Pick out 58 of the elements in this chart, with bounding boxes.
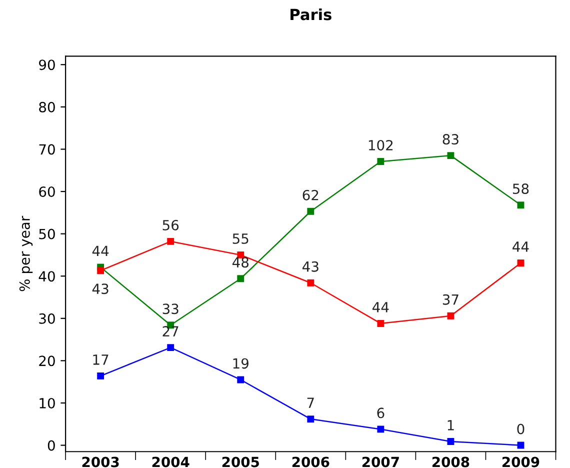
annotation: 48 — [232, 257, 249, 268]
annotation: 58 — [512, 184, 529, 194]
point — [97, 267, 104, 274]
point — [307, 279, 314, 286]
annotation: 44 — [512, 242, 529, 252]
y-tick-label: 70 — [39, 144, 55, 155]
x-tick-label: 2004 — [152, 456, 190, 468]
point — [377, 320, 384, 327]
y-tick-label: 40 — [38, 271, 55, 282]
point — [307, 208, 314, 215]
annotation: 43 — [92, 284, 108, 294]
point — [377, 426, 384, 433]
y-tick-label: 90 — [39, 60, 55, 70]
annotation: 6 — [377, 408, 384, 418]
y-tick-label: 20 — [39, 356, 55, 366]
annotation: 62 — [302, 190, 318, 200]
annotation: 7 — [307, 398, 314, 408]
annotation: 102 — [368, 140, 393, 150]
point — [237, 376, 244, 384]
x-tick-label: 2008 — [432, 456, 470, 468]
point — [517, 260, 524, 266]
point — [167, 344, 174, 352]
x-tick-label: 2009 — [502, 456, 540, 468]
point — [447, 312, 454, 320]
point — [97, 372, 104, 380]
annotation: 83 — [442, 134, 458, 145]
annotation: 17 — [93, 354, 108, 365]
y-axis-title: % per year — [19, 216, 33, 292]
y-tick-label: 80 — [39, 102, 55, 112]
annotation: 1 — [448, 420, 454, 430]
annotation: 44 — [92, 246, 109, 256]
x-tick-label: 2005 — [222, 456, 259, 468]
point — [447, 152, 454, 160]
y-tick-label: 60 — [39, 186, 55, 197]
annotation: 33 — [162, 304, 178, 314]
point — [377, 158, 384, 165]
y-tick-label: 0 — [48, 440, 55, 451]
y-tick-label: 50 — [39, 228, 55, 240]
annotation: 19 — [233, 358, 248, 369]
y-tick-label: 10 — [40, 398, 55, 408]
chart-title: Paris — [290, 8, 332, 20]
x-tick-label: 2007 — [362, 456, 399, 468]
annotation: 44 — [372, 302, 389, 312]
annotation: 43 — [302, 261, 318, 272]
point — [517, 202, 524, 209]
point — [167, 238, 174, 245]
annotation: 0 — [517, 424, 524, 434]
annotation: 55 — [232, 234, 248, 244]
x-tick-label: 2003 — [82, 456, 119, 468]
annotation: 56 — [162, 220, 179, 230]
point — [447, 438, 454, 445]
point — [307, 416, 314, 423]
point — [237, 275, 244, 282]
annotation: 27 — [162, 326, 178, 336]
x-tick-label: 2006 — [292, 456, 330, 468]
annotation: 37 — [442, 294, 458, 305]
point — [517, 442, 524, 449]
y-tick-label: 30 — [39, 313, 55, 324]
